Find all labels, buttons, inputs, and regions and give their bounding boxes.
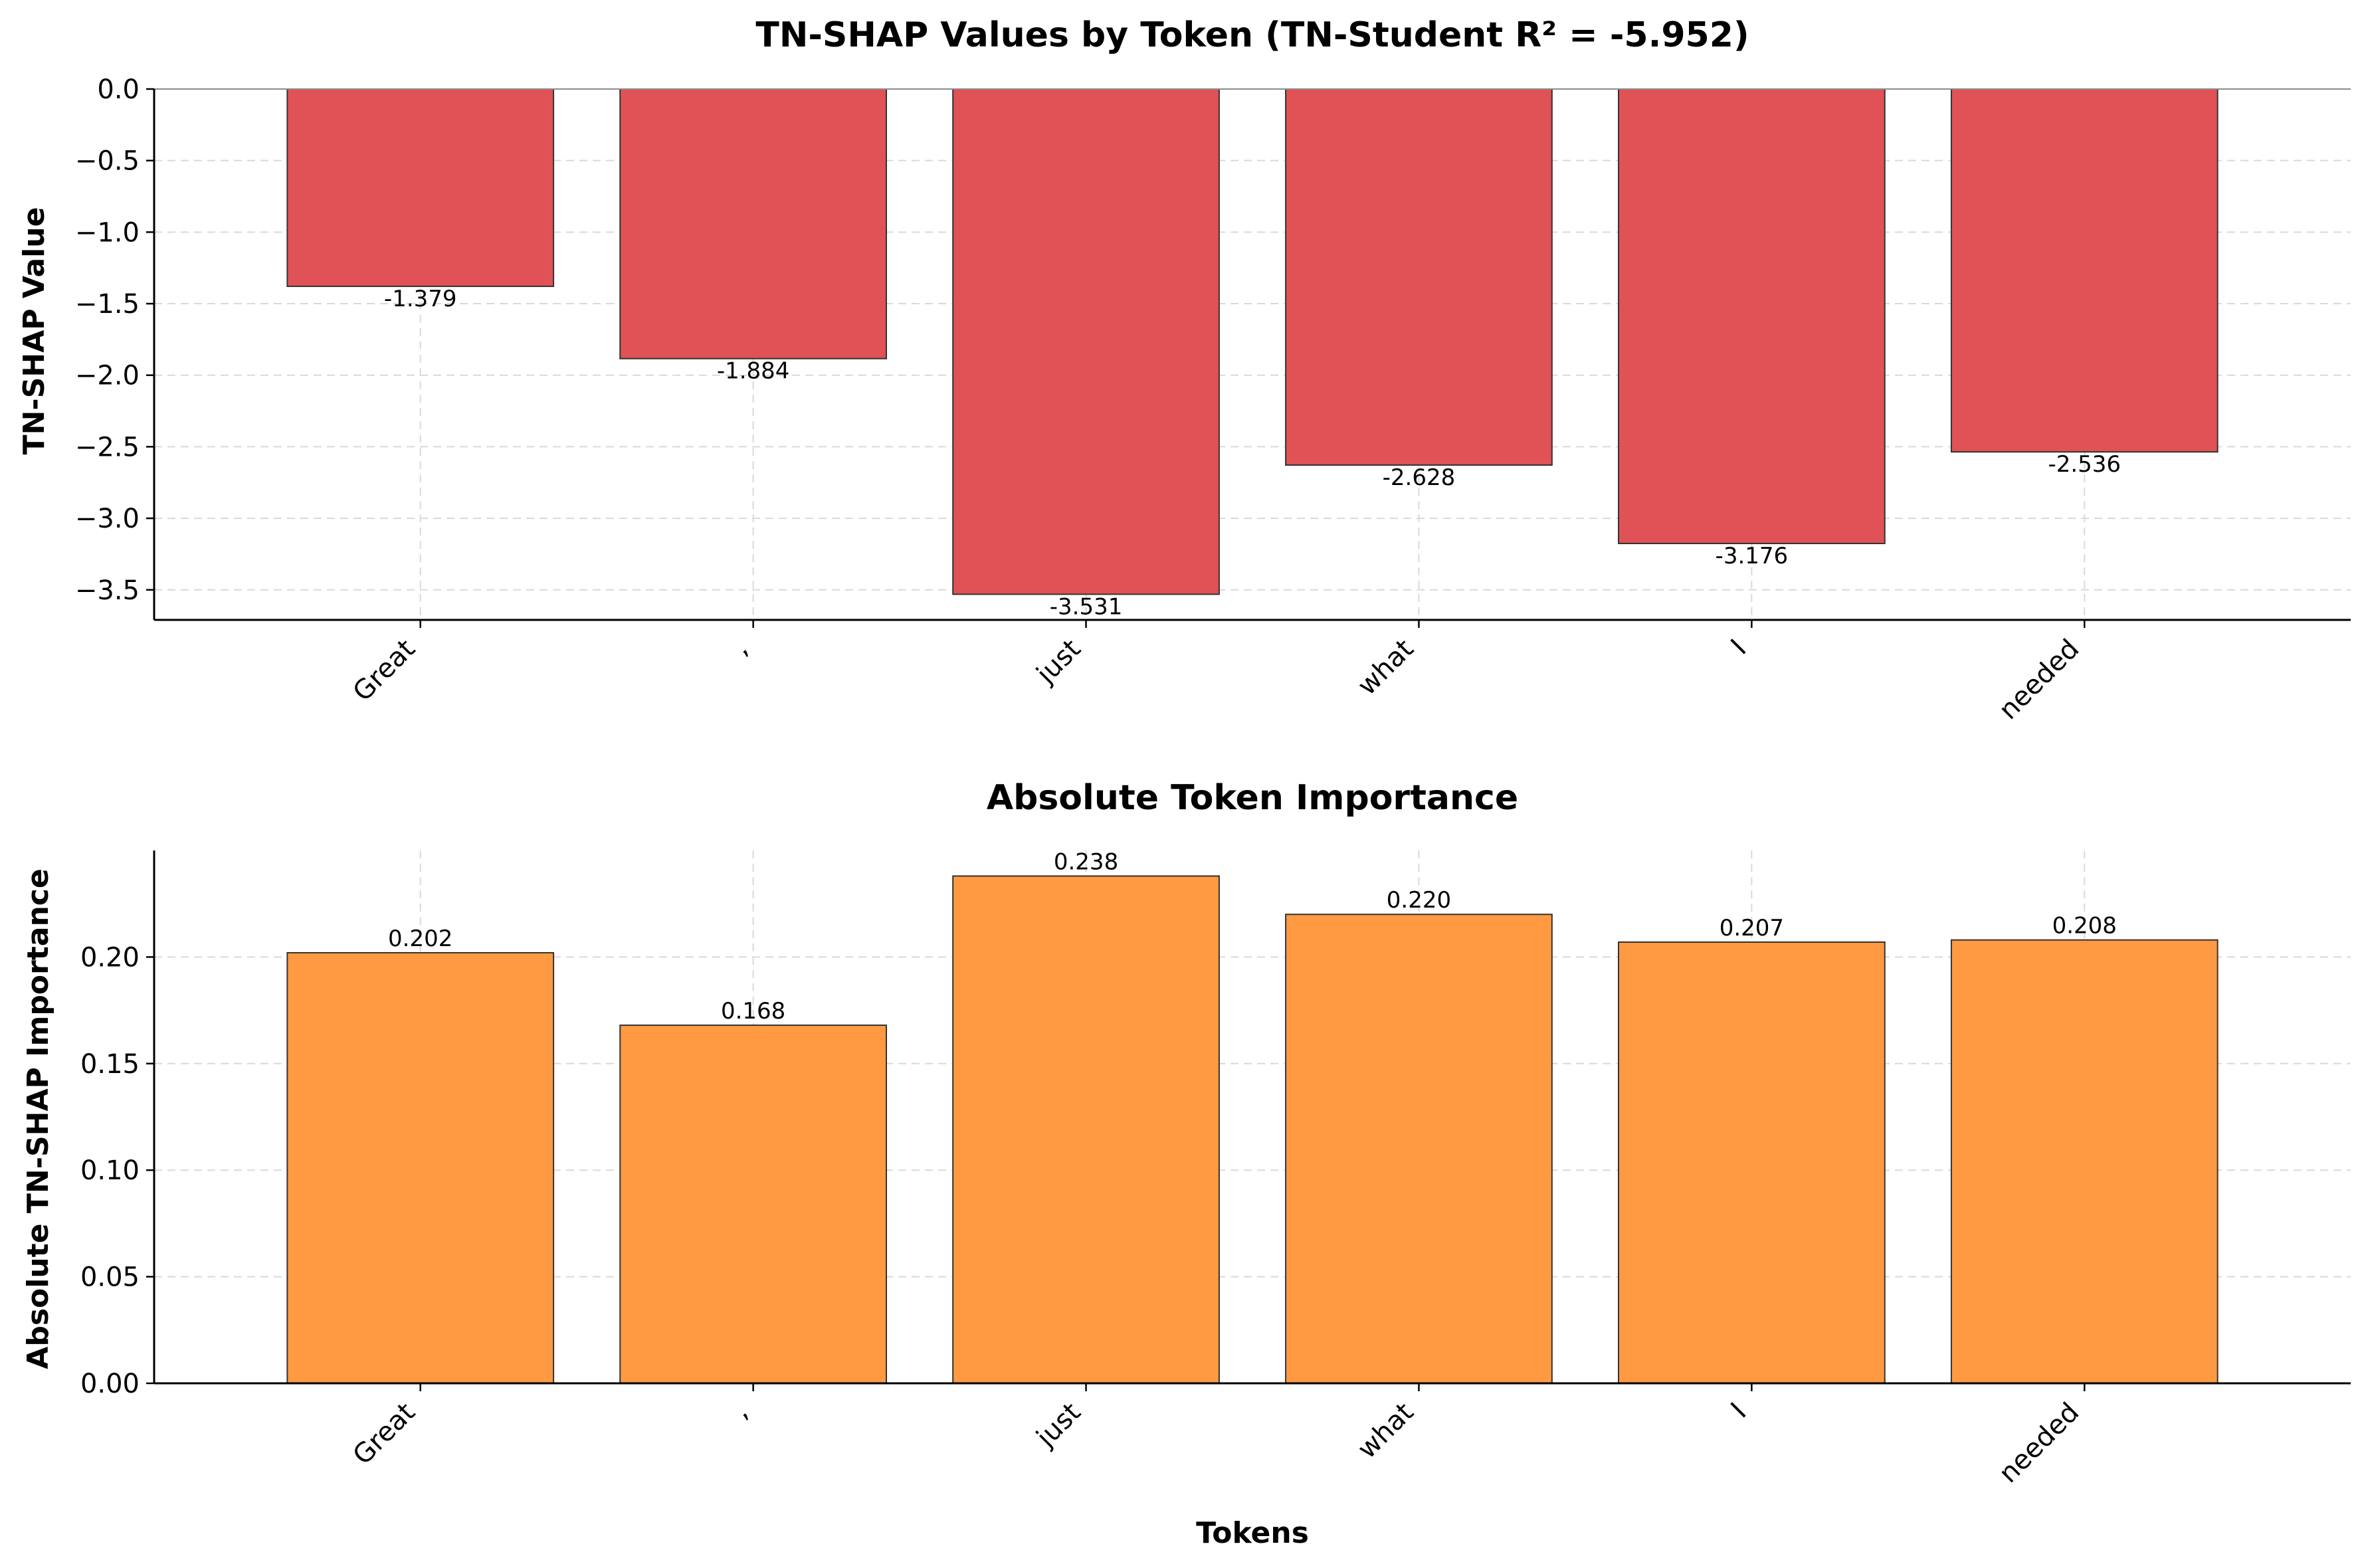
data-label: 0.202	[388, 926, 452, 952]
shap-values-chart: TN-SHAP Values by Token (TN-Student R² =…	[17, 15, 2351, 726]
data-label: -2.628	[1383, 464, 1456, 491]
x-tick-label: needed	[1993, 634, 2086, 726]
bar-what	[1285, 88, 1553, 466]
y-tick-label: −2.5	[75, 432, 140, 462]
y-tick-label: −1.5	[75, 289, 140, 320]
x-axis-label: Tokens	[1196, 1516, 1309, 1550]
data-label: -3.531	[1050, 593, 1123, 620]
x-tick-label: I	[1725, 1397, 1753, 1424]
y-ticks: 0.00 0.05 0.10 0.15 0.20	[80, 942, 154, 1399]
axes	[153, 88, 2351, 621]
x-tick-label: ,	[726, 1397, 754, 1425]
data-label: -1.379	[384, 286, 457, 312]
data-label: 0.168	[721, 998, 785, 1025]
y-tick-label: 0.00	[80, 1369, 140, 1399]
bar-just	[952, 88, 1220, 595]
y-tick-label: 0.20	[80, 942, 140, 973]
data-label: 0.208	[2052, 913, 2117, 939]
absolute-importance-chart: Absolute Token Importance Absolute TN-SH…	[21, 778, 2351, 1550]
x-tick-label: what	[1352, 634, 1420, 702]
bars	[286, 88, 2218, 595]
x-tick-label: just	[1031, 634, 1087, 690]
data-label: 0.207	[1720, 915, 1784, 941]
x-tick-label: Great	[347, 634, 421, 708]
bar-what	[1285, 914, 1553, 1384]
bar-comma	[619, 1025, 887, 1384]
bar-needed	[1950, 88, 2218, 453]
y-tick-label: −2.0	[75, 361, 140, 391]
y-ticks: 0.0 −0.5 −1.0 −1.5 −2.0 −2.5 −3.0 −3.5	[75, 74, 154, 606]
x-tick-label: I	[1725, 634, 1753, 661]
data-label: -1.884	[717, 358, 790, 385]
y-tick-label: −1.0	[75, 217, 140, 248]
x-tick-label: Great	[347, 1397, 421, 1471]
y-axis-label: TN-SHAP Value	[17, 207, 51, 455]
data-label: 0.220	[1387, 887, 1451, 914]
chart-title: TN-SHAP Values by Token (TN-Student R² =…	[755, 15, 1749, 55]
bar-i	[1618, 941, 1886, 1384]
bars	[286, 875, 2218, 1384]
data-labels: -1.379 -1.884 -3.531 -2.628 -3.176 -2.536	[384, 286, 2121, 620]
data-label: -2.536	[2048, 451, 2121, 478]
y-tick-label: −3.5	[75, 575, 140, 606]
data-labels: 0.202 0.168 0.238 0.220 0.207 0.208	[388, 848, 2117, 1025]
y-tick-label: 0.0	[97, 74, 140, 105]
data-label: 0.238	[1054, 848, 1118, 875]
x-tick-label: what	[1352, 1397, 1420, 1465]
chart-title: Absolute Token Importance	[987, 778, 1518, 818]
y-tick-label: 0.05	[80, 1262, 140, 1293]
bar-i	[1618, 88, 1886, 544]
data-label: -3.176	[1716, 543, 1789, 569]
bar-great	[286, 88, 555, 287]
bar-comma	[619, 88, 887, 359]
y-tick-label: 0.15	[80, 1049, 140, 1080]
y-axis-label: Absolute TN-SHAP Importance	[21, 868, 55, 1369]
y-tick-label: −3.0	[75, 504, 140, 534]
bar-great	[286, 951, 555, 1384]
x-tick-label: needed	[1993, 1397, 2086, 1490]
y-tick-label: 0.10	[80, 1155, 140, 1186]
bar-needed	[1950, 939, 2218, 1384]
x-tick-label: ,	[726, 634, 754, 662]
axes	[153, 850, 2351, 1385]
x-tick-label: just	[1031, 1397, 1087, 1454]
y-tick-label: −0.5	[75, 146, 140, 177]
bar-just	[952, 875, 1220, 1384]
